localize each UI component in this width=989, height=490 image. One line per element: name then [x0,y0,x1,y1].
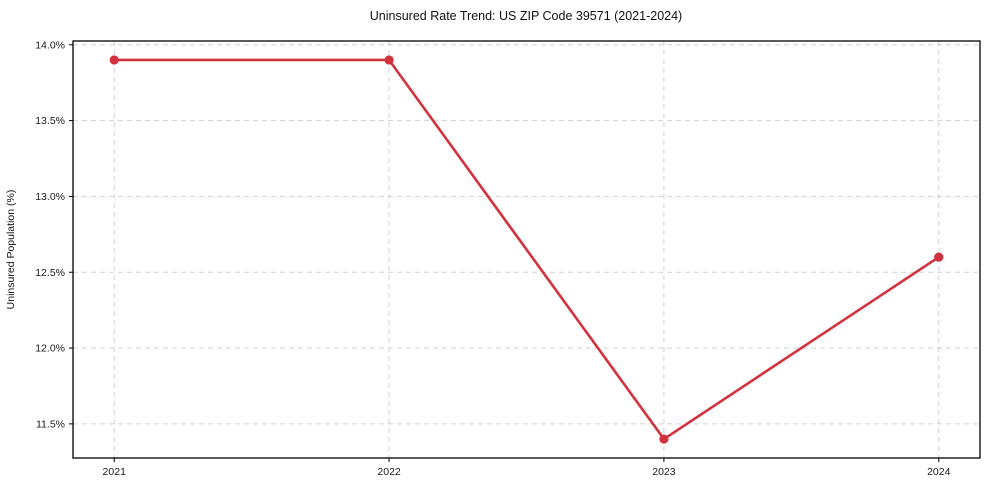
x-tick-label: 2021 [103,466,127,478]
plot-border [72,40,981,459]
y-tick-label: 11.5% [36,418,65,430]
chart-title: Uninsured Rate Trend: US ZIP Code 39571 … [370,9,682,23]
y-axis-label: Uninsured Population (%) [5,190,17,310]
data-point-marker [109,55,119,65]
y-tick-label: 13.0% [35,191,65,203]
data-point-marker [659,434,669,444]
x-tick-label: 2022 [377,466,401,478]
y-tick-label: 12.5% [35,267,65,279]
plot-area: 11.5% 12.0% 12.5% 13.0% 13.5% 14.0% 2021 2022 20… [35,39,981,478]
y-tick-label: 12.0% [35,343,65,355]
x-tick-label: 2024 [927,466,951,478]
x-tick-label: 2023 [652,466,676,478]
trend-line [112,58,941,441]
y-tick-label: 13.5% [35,115,65,127]
data-point-marker [384,55,394,65]
data-point-marker [934,252,944,262]
y-tick-label: 14.0% [35,39,65,51]
